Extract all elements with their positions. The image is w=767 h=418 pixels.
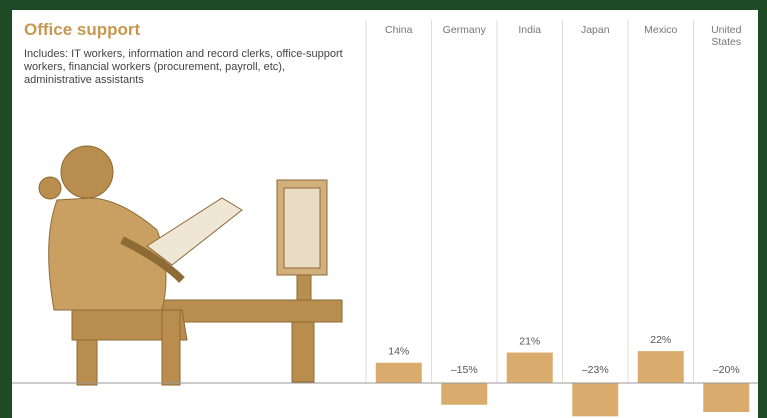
chart: 14% –15% 21% –23% 22% –20% xyxy=(12,20,758,417)
value-label: 21% xyxy=(519,336,540,348)
hair-bun xyxy=(38,176,62,200)
category-label: Germany xyxy=(442,24,486,36)
desk xyxy=(161,299,343,323)
chart-panel: Office support Includes: IT workers, inf… xyxy=(12,10,758,418)
leg xyxy=(161,309,181,386)
bar xyxy=(375,362,422,383)
chart-title: Office support xyxy=(24,20,141,39)
value-label: 22% xyxy=(650,334,671,346)
screen xyxy=(283,187,321,269)
category-label: India xyxy=(518,24,542,36)
chair-leg xyxy=(76,339,98,386)
value-label: –20% xyxy=(713,364,740,376)
bar xyxy=(572,383,619,417)
value-label: –15% xyxy=(451,364,478,376)
category-label: United States xyxy=(711,24,742,48)
bar xyxy=(637,351,684,383)
category-label: Mexico xyxy=(644,24,678,36)
category-label: China xyxy=(385,24,413,36)
monitor-stand xyxy=(296,274,312,301)
desk-leg xyxy=(291,321,315,383)
illustration xyxy=(38,145,343,386)
arm xyxy=(120,236,185,283)
body xyxy=(48,197,167,311)
bar xyxy=(506,352,553,383)
value-label: –23% xyxy=(582,364,609,376)
bar xyxy=(441,383,488,405)
chart-subtitle: Includes: IT workers, information and re… xyxy=(24,48,343,86)
category-label: Japan xyxy=(580,24,610,36)
paper xyxy=(146,197,243,266)
value-label: 14% xyxy=(388,346,409,358)
head xyxy=(60,145,114,199)
lap xyxy=(71,309,188,341)
bar xyxy=(703,383,750,412)
